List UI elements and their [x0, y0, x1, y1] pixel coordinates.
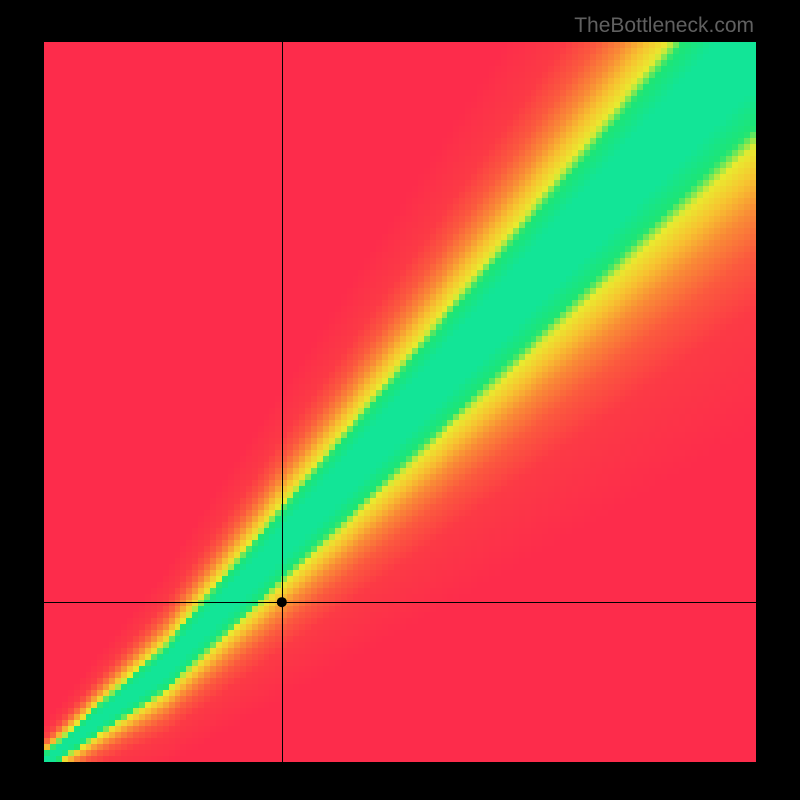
- bottleneck-heatmap: [44, 42, 756, 762]
- watermark-text: TheBottleneck.com: [574, 14, 754, 38]
- chart-container: TheBottleneck.com: [0, 0, 800, 800]
